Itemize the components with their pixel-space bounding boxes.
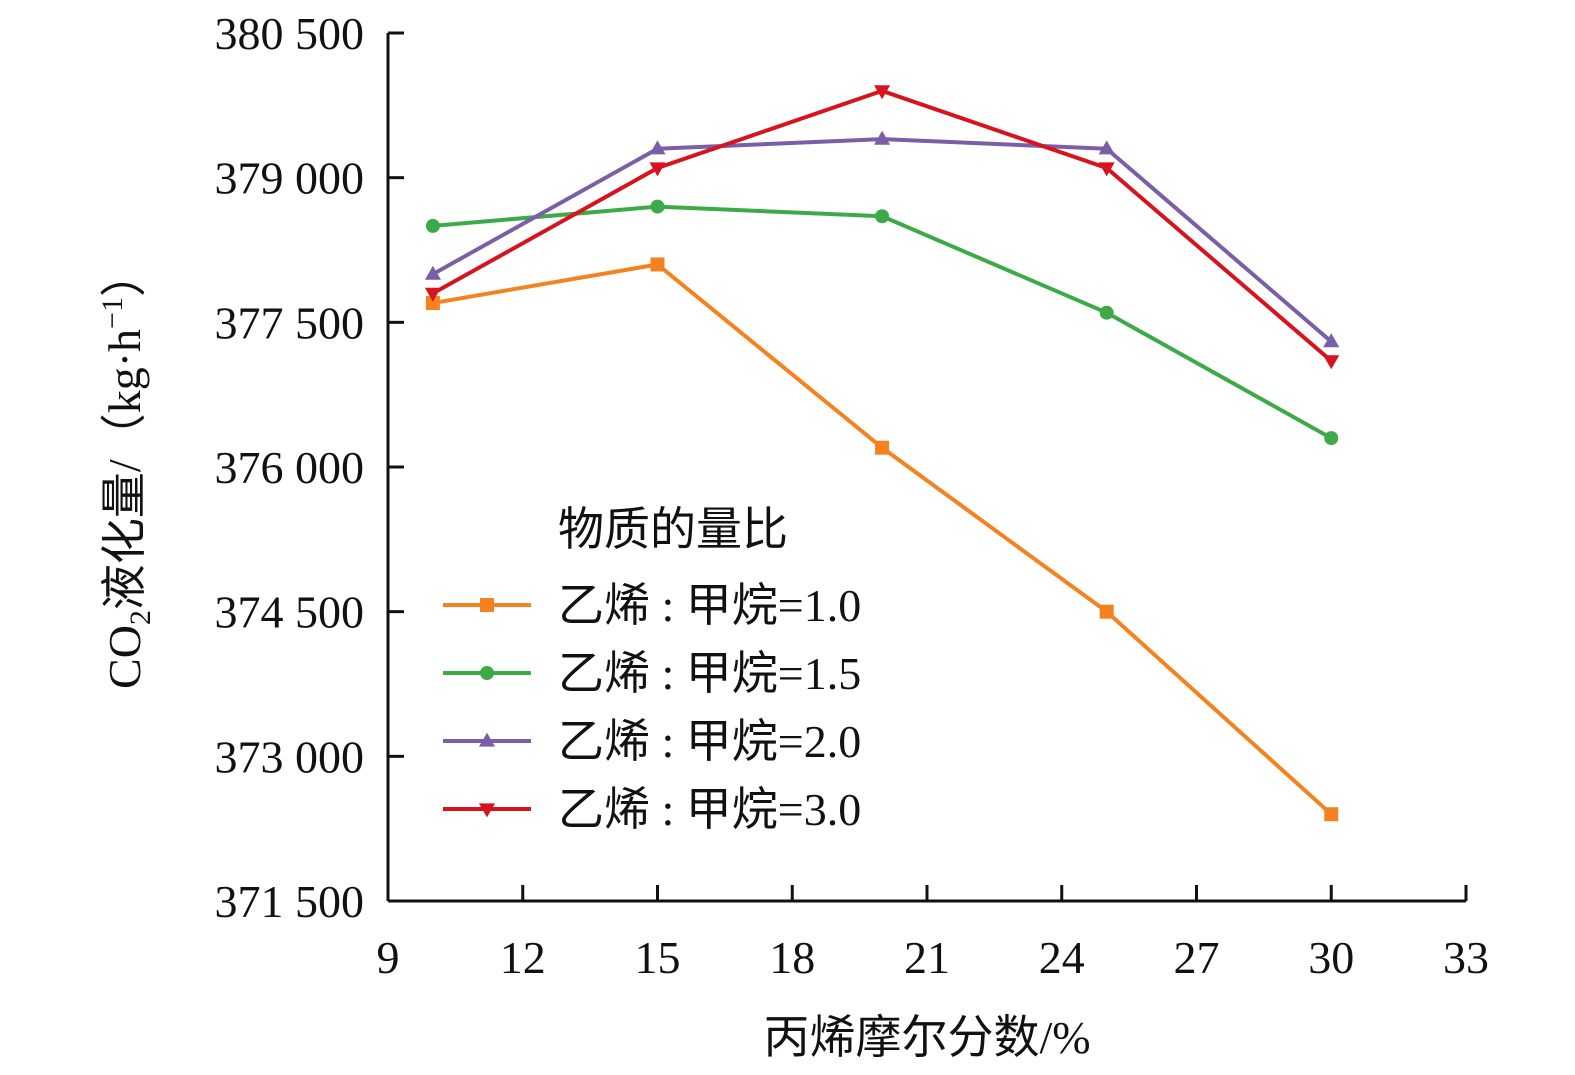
marker-triangle-up [649, 140, 666, 155]
series-1 [425, 257, 1339, 822]
legend-label: 乙烯 : 甲烷=1.5 [558, 648, 861, 699]
x-axis-label: 丙烯摩尔分数/% [763, 1012, 1090, 1063]
y-axis-label-sub: 2 [124, 610, 157, 625]
legend-label: 乙烯 : 甲烷=3.0 [558, 784, 861, 835]
x-tick-label: 18 [769, 932, 815, 983]
x-tick-label: 33 [1443, 932, 1489, 983]
y-axis-label-sup: −1 [96, 297, 129, 329]
marker-triangle-up [874, 130, 891, 145]
marker-triangle-down [1098, 162, 1115, 177]
x-tick-label: 27 [1174, 932, 1220, 983]
axes: 371 500 373 000 374 500 376 000 377 500 379 0… [215, 8, 1490, 983]
legend-item-3: 乙烯 : 甲烷=2.0 [443, 716, 861, 767]
y-tick-label: 371 500 [215, 876, 365, 927]
x-tick-label: 9 [377, 932, 400, 983]
legend-item-1: 乙烯 : 甲烷=1.0 [443, 580, 861, 631]
series-3 [424, 130, 1340, 348]
marker-square [1324, 807, 1339, 822]
x-tick-label: 24 [1039, 932, 1085, 983]
marker-triangle-down [649, 162, 666, 177]
series-2 [425, 199, 1339, 446]
y-tick-label: 380 500 [215, 8, 365, 59]
marker-circle [1324, 431, 1339, 446]
marker-triangle-down [874, 85, 891, 100]
series-4 [424, 85, 1340, 370]
marker-circle [875, 209, 890, 224]
marker-triangle-down [424, 287, 441, 302]
marker-triangle-down [478, 803, 496, 818]
legend-item-4: 乙烯 : 甲烷=3.0 [443, 784, 861, 835]
y-tick-label: 377 500 [215, 297, 365, 348]
legend-label: 乙烯 : 甲烷=1.0 [558, 580, 861, 631]
legend-title: 物质的量比 [558, 504, 788, 555]
y-tick-label: 373 000 [215, 731, 365, 782]
marker-square [650, 257, 665, 272]
legend: 物质的量比 乙烯 : 甲烷=1.0 乙烯 : 甲烷=1.5 乙烯 : 甲烷=2.0 乙… [443, 504, 861, 835]
marker-circle [1099, 305, 1114, 320]
y-axis-label-end: ） [99, 251, 150, 297]
series-line [431, 137, 1333, 344]
marker-triangle-up [478, 732, 496, 747]
marker-circle [480, 666, 494, 680]
marker-triangle-up [424, 265, 441, 280]
marker-circle [650, 199, 665, 214]
y-tick-label: 379 000 [215, 153, 365, 204]
y-axis-label-rest: 液化量/（kg·h [99, 329, 150, 610]
marker-square [480, 598, 494, 612]
series-layer [424, 85, 1340, 822]
marker-circle [425, 218, 440, 233]
y-tick-label: 376 000 [215, 442, 365, 493]
x-tick-label: 15 [635, 932, 681, 983]
marker-square [425, 296, 440, 311]
marker-square [875, 440, 890, 455]
y-axis-label: CO2液化量/（kg·h−1） [96, 251, 157, 689]
legend-label: 乙烯 : 甲烷=2.0 [558, 716, 861, 767]
marker-square [1099, 604, 1114, 619]
legend-item-2: 乙烯 : 甲烷=1.5 [443, 648, 861, 699]
y-tick-label: 374 500 [215, 587, 365, 638]
marker-triangle-down [1323, 355, 1340, 370]
x-tick-label: 21 [904, 932, 950, 983]
x-tick-label: 30 [1308, 932, 1354, 983]
series-line [432, 204, 1333, 440]
marker-triangle-up [1098, 140, 1115, 155]
marker-triangle-up [1323, 333, 1340, 348]
y-axis-label-main: CO [99, 625, 150, 689]
x-tick-label: 12 [500, 932, 546, 983]
